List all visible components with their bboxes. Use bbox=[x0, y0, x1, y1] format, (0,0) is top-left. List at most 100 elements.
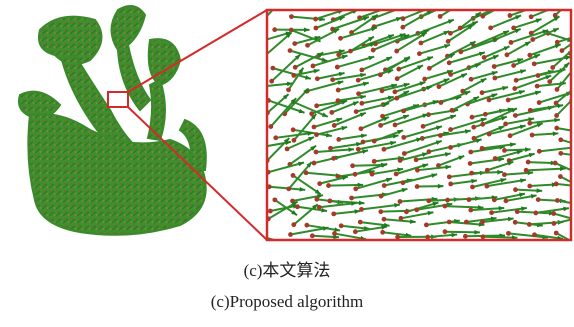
point bbox=[501, 116, 507, 120]
point bbox=[492, 76, 497, 81]
point bbox=[464, 220, 469, 225]
point bbox=[528, 108, 533, 113]
point bbox=[513, 187, 518, 192]
point bbox=[469, 77, 474, 82]
point bbox=[314, 197, 319, 202]
point bbox=[499, 206, 505, 211]
point bbox=[309, 111, 314, 116]
point bbox=[401, 188, 407, 193]
point bbox=[415, 168, 420, 173]
normal-arrow bbox=[291, 228, 329, 235]
normal-vectors bbox=[260, 0, 574, 251]
point bbox=[480, 146, 485, 151]
point bbox=[305, 75, 311, 79]
point bbox=[508, 133, 513, 138]
point bbox=[502, 2, 508, 6]
point bbox=[336, 98, 341, 103]
point bbox=[342, 55, 348, 59]
point bbox=[458, 26, 463, 31]
point bbox=[514, 78, 519, 83]
point bbox=[394, 49, 399, 54]
point bbox=[305, 43, 310, 48]
point bbox=[555, 40, 560, 45]
point bbox=[415, 184, 420, 189]
point bbox=[471, 125, 476, 130]
point bbox=[285, 146, 290, 151]
point bbox=[417, 51, 422, 56]
point bbox=[414, 157, 419, 162]
point bbox=[335, 65, 340, 70]
point bbox=[488, 25, 493, 30]
point bbox=[553, 131, 559, 136]
point bbox=[438, 133, 443, 138]
point bbox=[292, 41, 297, 46]
point bbox=[359, 201, 365, 206]
point bbox=[382, 183, 387, 188]
point bbox=[268, 124, 273, 129]
point bbox=[443, 4, 449, 8]
normal-arrow bbox=[316, 149, 354, 152]
point bbox=[394, 96, 399, 101]
point bbox=[547, 79, 552, 84]
point bbox=[419, 81, 425, 85]
point bbox=[331, 156, 336, 161]
point bbox=[532, 61, 537, 66]
point bbox=[341, 100, 347, 104]
point bbox=[513, 113, 518, 118]
point bbox=[555, 198, 560, 203]
point bbox=[554, 126, 559, 131]
point bbox=[358, 220, 363, 225]
point bbox=[447, 60, 452, 65]
point bbox=[536, 18, 542, 22]
point bbox=[273, 135, 278, 140]
point bbox=[467, 197, 472, 202]
point bbox=[403, 115, 409, 119]
point bbox=[299, 109, 305, 113]
normal-arrow bbox=[356, 178, 392, 188]
point bbox=[446, 39, 451, 44]
point bbox=[447, 220, 452, 225]
point bbox=[291, 222, 296, 227]
point bbox=[350, 163, 355, 168]
point bbox=[339, 223, 344, 228]
point bbox=[399, 216, 404, 221]
point bbox=[492, 197, 497, 202]
point bbox=[436, 126, 442, 130]
point bbox=[348, 147, 354, 152]
point bbox=[328, 146, 333, 151]
point bbox=[382, 217, 387, 222]
normal-arrow bbox=[515, 76, 551, 89]
point bbox=[288, 48, 293, 53]
point bbox=[487, 132, 492, 137]
point bbox=[444, 44, 450, 48]
normal-arrow bbox=[539, 147, 574, 151]
point-cloud bbox=[19, 6, 206, 235]
point bbox=[464, 91, 470, 95]
point bbox=[448, 145, 453, 150]
point bbox=[526, 160, 531, 165]
point bbox=[354, 109, 359, 114]
normal-arrow bbox=[526, 169, 566, 171]
point bbox=[396, 67, 401, 72]
point bbox=[554, 231, 559, 236]
point bbox=[398, 158, 403, 163]
point bbox=[555, 87, 560, 92]
point bbox=[485, 184, 490, 189]
point bbox=[382, 147, 387, 152]
point bbox=[312, 125, 317, 130]
point bbox=[289, 14, 294, 19]
point bbox=[487, 98, 492, 103]
point bbox=[493, 156, 498, 161]
point bbox=[312, 161, 317, 166]
point bbox=[524, 168, 529, 173]
point bbox=[380, 230, 385, 235]
point bbox=[295, 204, 300, 209]
point bbox=[502, 148, 507, 153]
point bbox=[489, 210, 494, 215]
point bbox=[422, 77, 427, 82]
point bbox=[525, 147, 531, 152]
point bbox=[482, 55, 487, 60]
point bbox=[448, 72, 453, 77]
point bbox=[293, 65, 298, 70]
point bbox=[463, 234, 468, 239]
